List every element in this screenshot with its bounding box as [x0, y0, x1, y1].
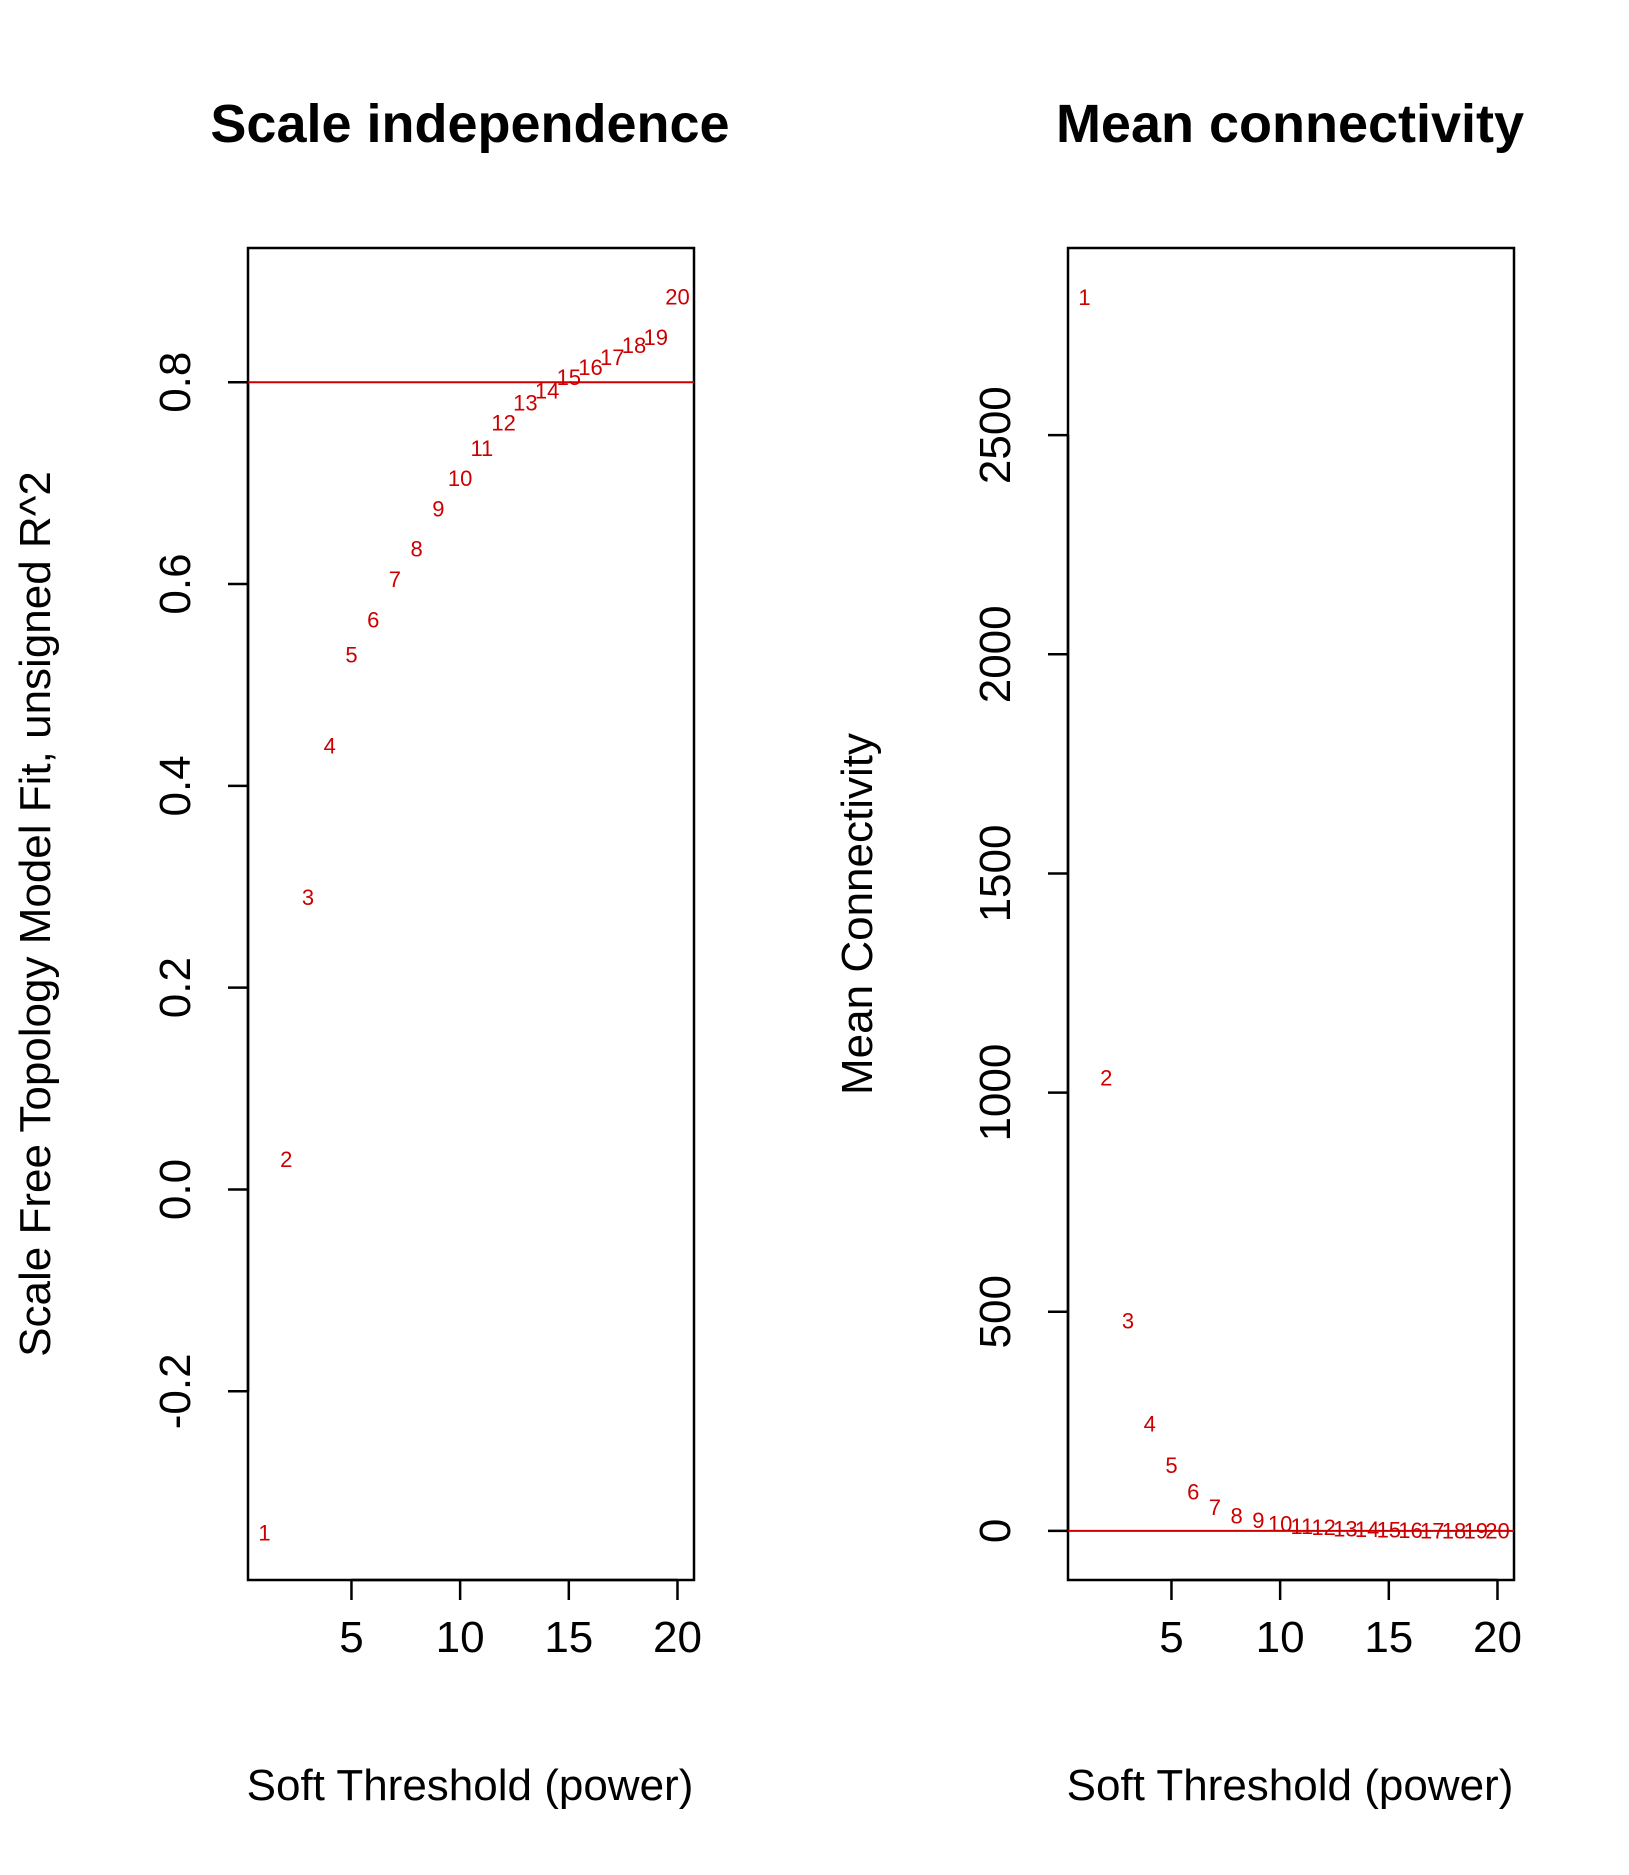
y-tick-label: 0 [971, 1519, 1020, 1543]
y-axis-ticks: 0 500 1000 1500 2000 2500 [971, 386, 1070, 1543]
x-tick-label: 20 [653, 1613, 702, 1662]
data-point-label: 2 [280, 1147, 292, 1172]
x-axis-ticks: 5 10 15 20 [339, 1578, 702, 1662]
data-point-label: 15 [1377, 1518, 1401, 1543]
data-point-label: 12 [491, 411, 515, 436]
x-tick-label: 10 [1256, 1613, 1305, 1662]
x-tick-label: 15 [544, 1613, 593, 1662]
x-tick-label: 10 [436, 1613, 485, 1662]
y-tick-label: 0.6 [151, 553, 200, 614]
data-point-label: 10 [1268, 1511, 1292, 1536]
data-point-label: 10 [448, 466, 472, 491]
data-point-label: 18 [1442, 1518, 1466, 1543]
y-axis-ticks: -0.2 0.0 0.2 0.4 0.6 0.8 [151, 352, 250, 1429]
data-point-label: 19 [1464, 1518, 1488, 1543]
x-tick-label: 5 [1159, 1613, 1183, 1662]
data-point-label: 20 [1485, 1519, 1509, 1544]
data-point-label: 4 [324, 733, 336, 758]
data-point-label: 14 [535, 378, 559, 403]
data-point-label: 8 [411, 537, 423, 562]
y-axis-label: Mean Connectivity [833, 733, 882, 1095]
data-point-label: 15 [557, 365, 581, 390]
data-point-label: 6 [367, 607, 379, 632]
x-tick-label: 20 [1473, 1613, 1522, 1662]
data-point-label: 2 [1100, 1065, 1112, 1090]
data-point-label: 3 [302, 885, 314, 910]
y-tick-label: 2000 [971, 605, 1020, 703]
y-tick-label: 0.0 [151, 1159, 200, 1220]
x-tick-label: 5 [339, 1613, 363, 1662]
y-tick-label: 0.8 [151, 352, 200, 413]
data-point-label: 5 [345, 643, 357, 668]
data-point-label: 20 [665, 284, 689, 309]
scale-independence-panel: Scale independence Soft Threshold (power… [11, 94, 730, 1810]
y-tick-label: 2500 [971, 386, 1020, 484]
data-point-label: 9 [1252, 1508, 1264, 1533]
data-point-label: 12 [1311, 1515, 1335, 1540]
y-tick-label: 0.4 [151, 755, 200, 816]
data-point-label: 16 [578, 355, 602, 380]
data-point-label: 4 [1144, 1412, 1156, 1437]
y-tick-label: 500 [971, 1275, 1020, 1348]
data-point-label: 7 [389, 567, 401, 592]
y-axis-label: Scale Free Topology Model Fit, unsigned … [11, 471, 60, 1357]
y-tick-label: -0.2 [151, 1353, 200, 1429]
data-point-label: 6 [1187, 1479, 1199, 1504]
data-point-label: 17 [600, 345, 624, 370]
data-point-label: 7 [1209, 1495, 1221, 1520]
x-axis-label: Soft Threshold (power) [1067, 1761, 1514, 1810]
y-tick-label: 1500 [971, 825, 1020, 923]
data-point-label: 11 [1290, 1514, 1313, 1539]
data-point-label: 18 [622, 333, 646, 358]
data-point-label: 9 [432, 496, 444, 521]
data-point-label: 8 [1231, 1504, 1243, 1529]
x-axis-ticks: 5 10 15 20 [1159, 1578, 1522, 1662]
data-point-label: 1 [1078, 285, 1090, 310]
chart-title: Scale independence [210, 94, 729, 154]
data-point-label: 19 [644, 325, 668, 350]
x-tick-label: 15 [1364, 1613, 1413, 1662]
data-point-label: 17 [1420, 1518, 1444, 1543]
data-point-label: 13 [1333, 1516, 1357, 1541]
chart-title: Mean connectivity [1056, 94, 1524, 154]
data-point-label: 11 [470, 436, 493, 461]
plot-frame [1066, 246, 1516, 1582]
data-point-label: 1 [258, 1521, 270, 1546]
data-point-label: 5 [1165, 1453, 1177, 1478]
data-point-label: 3 [1122, 1309, 1134, 1334]
data-point-label: 14 [1355, 1517, 1379, 1542]
mean-connectivity-panel: Mean connectivity Soft Threshold (power)… [833, 94, 1524, 1810]
data-point-label: 16 [1398, 1518, 1422, 1543]
data-point-label: 13 [513, 390, 537, 415]
y-tick-label: 0.2 [151, 957, 200, 1018]
y-tick-label: 1000 [971, 1044, 1020, 1142]
x-axis-label: Soft Threshold (power) [247, 1761, 694, 1810]
